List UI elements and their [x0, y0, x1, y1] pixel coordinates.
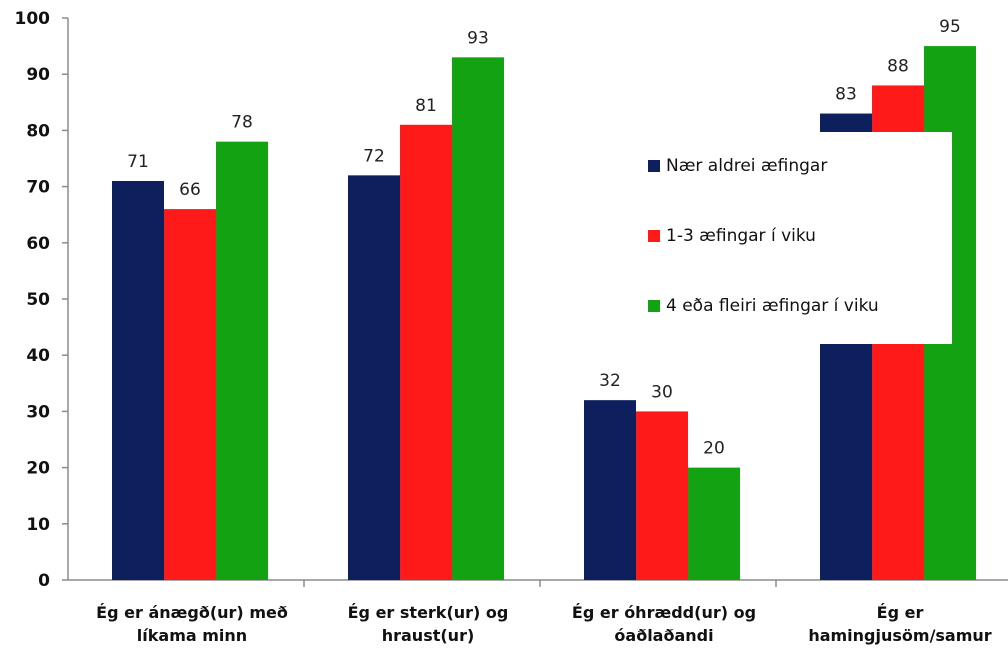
- bar-3: [216, 141, 268, 580]
- x-tick-label: Ég er ánægð(ur) með: [96, 603, 288, 622]
- legend: Nær aldrei æfingar 1-3 æfingar í viku 4 eð…: [622, 132, 952, 344]
- data-label: 20: [703, 439, 725, 459]
- bar-1: [348, 175, 400, 581]
- bar-2: [636, 411, 688, 580]
- y-tick-label: 80: [26, 121, 50, 141]
- data-label: 71: [127, 152, 149, 172]
- bar-3: [688, 467, 740, 580]
- bar-1: [584, 400, 636, 580]
- bar-2: [400, 124, 452, 580]
- bar-1: [112, 180, 164, 581]
- bar-3: [452, 57, 504, 580]
- x-tick-label: hraust(ur): [382, 626, 475, 645]
- legend-label: Nær aldrei æfingar: [666, 156, 827, 176]
- legend-swatch: [648, 230, 660, 242]
- x-tick-label: Ég er óhrædd(ur) og: [572, 603, 756, 622]
- data-label: 95: [939, 17, 961, 37]
- y-tick-label: 30: [26, 402, 50, 422]
- legend-label: 4 eða fleiri æfingar í viku: [666, 296, 879, 316]
- bar-2: [164, 209, 216, 580]
- legend-swatch: [648, 300, 660, 312]
- y-tick-label: 60: [26, 234, 50, 254]
- x-tick-label: Ég er sterk(ur) og: [348, 603, 509, 622]
- y-tick-label: 100: [15, 9, 51, 29]
- y-tick-label: 90: [26, 65, 50, 85]
- data-label: 83: [835, 85, 857, 105]
- data-label: 78: [231, 113, 253, 133]
- data-label: 93: [467, 28, 489, 48]
- y-tick-label: 50: [26, 290, 50, 310]
- x-tick-label: hamingjusöm/samur: [808, 626, 991, 645]
- axes: 0 10 20 30 40 50 60 70 80 90 100 Ég er ánægð(ur) me…: [15, 9, 1008, 645]
- x-tick-label: Ég er: [877, 603, 924, 622]
- y-tick-label: 10: [26, 515, 50, 535]
- data-label: 66: [179, 180, 201, 200]
- y-tick-label: 40: [26, 346, 50, 366]
- data-label: 81: [415, 96, 437, 116]
- legend-box: [622, 132, 952, 344]
- legend-swatch: [648, 160, 660, 172]
- data-labels: 71 72 32 83 66 81 30 88 78 93 20 95: [127, 17, 961, 459]
- data-label: 30: [651, 382, 673, 402]
- y-tick-label: 20: [26, 459, 50, 479]
- legend-label: 1-3 æfingar í viku: [666, 226, 816, 246]
- x-tick-label: óaðlaðandi: [614, 626, 713, 645]
- x-tick-label: líkama minn: [137, 626, 247, 645]
- data-label: 32: [599, 371, 621, 391]
- y-tick-label: 0: [38, 571, 50, 591]
- data-label: 88: [887, 56, 909, 76]
- data-label: 72: [363, 146, 385, 166]
- y-tick-label: 70: [26, 178, 50, 198]
